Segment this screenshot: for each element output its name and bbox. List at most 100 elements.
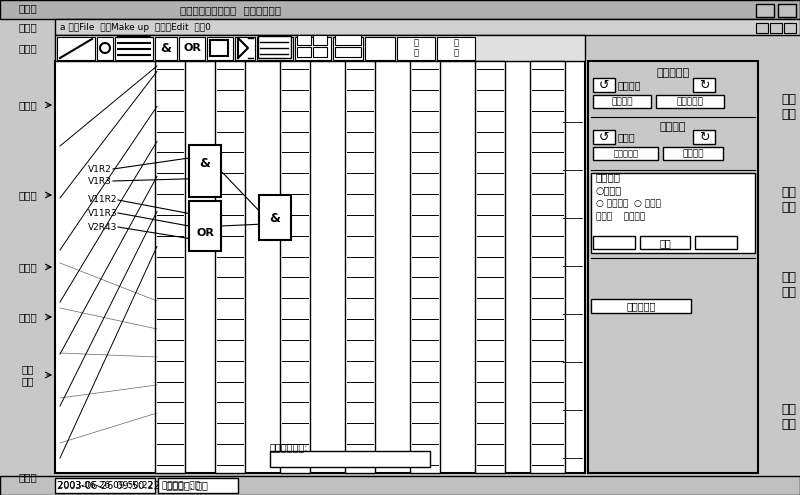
Bar	[333, 37, 363, 60]
Bar	[179, 37, 205, 60]
Text: V11R2: V11R2	[88, 196, 118, 204]
Bar	[593, 236, 635, 249]
Bar	[784, 23, 796, 33]
Text: OR: OR	[196, 229, 214, 239]
Text: 菜单栏: 菜单栏	[18, 22, 38, 32]
Text: 逻辑线: 逻辑线	[18, 262, 38, 272]
Bar	[189, 201, 221, 251]
Text: 源地址    目的地址: 源地址 目的地址	[596, 212, 645, 221]
Bar	[0, 476, 800, 495]
Bar	[335, 35, 361, 45]
Text: a 文件File  编辑Make up  编辑图Edit  校正0: a 文件File 编辑Make up 编辑图Edit 校正0	[60, 22, 211, 32]
Text: 2003-06-26 09:50:22  通讯状态: 正常: 2003-06-26 09:50:22 通讯状态: 正常	[57, 481, 208, 491]
Bar	[593, 130, 615, 144]
Text: 内容
描述: 内容 描述	[22, 364, 34, 386]
Text: 传送本单元: 传送本单元	[626, 301, 656, 311]
Bar	[756, 4, 774, 17]
Bar	[345, 61, 375, 473]
Text: V1R3: V1R3	[88, 177, 112, 186]
Text: 页数
控制: 页数 控制	[781, 186, 796, 214]
Text: 当前单元号: 当前单元号	[657, 68, 690, 78]
Text: 删除本单元: 删除本单元	[677, 98, 703, 106]
Text: 新
建: 新 建	[454, 38, 458, 58]
Bar	[397, 37, 435, 60]
Text: &: &	[161, 42, 171, 54]
Bar	[295, 37, 331, 60]
Bar	[695, 236, 737, 249]
Bar	[55, 478, 155, 493]
Text: 新
建: 新 建	[414, 38, 418, 58]
Bar	[530, 61, 565, 473]
Bar	[593, 95, 651, 108]
Text: 复制选项: 复制选项	[596, 172, 621, 182]
Text: 2003-06-26 09:50:22: 2003-06-26 09:50:22	[58, 481, 153, 490]
Text: 快捷棒: 快捷棒	[18, 43, 38, 53]
Text: 输入量: 输入量	[18, 190, 38, 200]
Bar	[189, 145, 221, 197]
Bar	[365, 37, 395, 60]
Text: ○不复制: ○不复制	[596, 185, 622, 195]
Bar	[158, 478, 238, 493]
Text: 第二页: 第二页	[618, 132, 636, 142]
Text: 删除本页: 删除本页	[682, 149, 704, 158]
Bar	[97, 37, 113, 60]
Bar	[57, 37, 95, 60]
Bar	[155, 61, 185, 473]
Bar	[778, 4, 796, 17]
Bar	[270, 451, 430, 467]
Bar	[588, 61, 758, 473]
Bar	[640, 236, 690, 249]
Bar	[207, 37, 233, 60]
Bar	[0, 0, 800, 19]
Text: 复制: 复制	[659, 238, 671, 248]
Text: V2R43: V2R43	[88, 222, 118, 232]
Bar	[591, 299, 691, 313]
Text: &: &	[270, 211, 281, 225]
Bar	[215, 61, 245, 473]
Text: &: &	[199, 157, 210, 170]
Text: ↻: ↻	[698, 79, 710, 92]
Text: 第一单元: 第一单元	[618, 80, 642, 90]
Text: OR: OR	[183, 43, 201, 53]
Text: 本控制量描述:: 本控制量描述:	[270, 442, 309, 452]
Bar	[756, 23, 768, 33]
Text: 五防同物后台机软件  【策略编辑】: 五防同物后台机软件 【策略编辑】	[180, 5, 281, 15]
Bar	[656, 95, 724, 108]
Text: ○ 单元复制  ○ 页复制: ○ 单元复制 ○ 页复制	[596, 199, 661, 208]
Text: 逻辑门: 逻辑门	[18, 312, 38, 322]
Bar	[313, 35, 327, 45]
Bar	[593, 147, 658, 160]
Bar	[297, 35, 311, 45]
Text: 通讯状态: 正常: 通讯状态: 正常	[162, 481, 200, 490]
Text: 标题栏: 标题栏	[18, 3, 38, 13]
Text: 状态栏: 状态栏	[18, 472, 38, 482]
Bar	[663, 147, 723, 160]
Bar	[297, 47, 311, 57]
Bar	[593, 78, 615, 92]
Bar	[235, 37, 255, 60]
Text: 当前页数: 当前页数	[660, 122, 686, 132]
Text: 插入单元: 插入单元	[611, 98, 633, 106]
Bar	[591, 173, 755, 253]
Bar	[335, 47, 361, 57]
Bar	[259, 195, 291, 240]
Bar	[155, 37, 177, 60]
Text: 显示区: 显示区	[18, 100, 38, 110]
Bar	[258, 36, 291, 58]
Bar	[210, 40, 228, 56]
Text: 单元
控制: 单元 控制	[781, 93, 796, 121]
Text: 传送
单元: 传送 单元	[781, 403, 796, 431]
Bar	[55, 19, 800, 35]
Text: ↺: ↺	[598, 79, 610, 92]
Text: V1R2: V1R2	[88, 164, 112, 174]
Bar	[475, 61, 505, 473]
Bar	[410, 61, 440, 473]
Text: ↺: ↺	[598, 131, 610, 144]
Bar	[693, 130, 715, 144]
Text: 插入第一页: 插入第一页	[614, 149, 638, 158]
Text: 复制
选项: 复制 选项	[781, 271, 796, 299]
Bar	[693, 78, 715, 92]
Bar	[55, 35, 585, 61]
Bar	[770, 23, 782, 33]
Bar	[55, 61, 585, 473]
